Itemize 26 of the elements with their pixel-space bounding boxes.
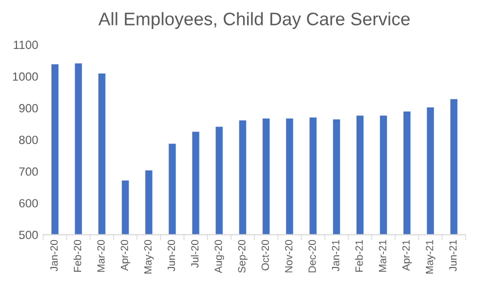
x-tick-label: Apr-21 xyxy=(402,240,412,271)
y-tick-label: 700 xyxy=(19,167,38,176)
y-tick-label: 600 xyxy=(19,199,38,208)
x-tick-label: May-20 xyxy=(144,240,154,274)
x-tick-label: May-21 xyxy=(426,240,436,274)
y-tick-label: 800 xyxy=(19,136,38,144)
x-tick-label: Dec-20 xyxy=(308,240,316,272)
x-tick-label: Sep-20 xyxy=(238,240,248,273)
x-tick-label: Jun-21 xyxy=(449,240,457,272)
x-tick-label: Jan-20 xyxy=(50,240,58,272)
y-tick-label: 500 xyxy=(19,230,38,240)
x-tick-label: Nov-20 xyxy=(285,240,292,272)
x-tick-label: Mar-21 xyxy=(378,240,386,272)
x-tick-label: Apr-20 xyxy=(120,240,130,271)
y-tick-label: 1000 xyxy=(12,72,38,81)
x-tick-label: Jun-20 xyxy=(168,240,176,272)
x-tick-label: Feb-20 xyxy=(74,240,82,272)
x-tick-label: Feb-21 xyxy=(355,240,363,272)
y-tick-label: 900 xyxy=(19,104,38,112)
x-tick-label: Aug-20 xyxy=(214,240,224,274)
y-tick-label: 1100 xyxy=(14,40,38,50)
chart-title: All Employees, Child Day Care Service xyxy=(98,12,410,29)
x-tick-label: Oct-20 xyxy=(262,240,269,270)
x-tick-label: Jan-21 xyxy=(332,240,340,272)
x-tick-label: Mar-20 xyxy=(97,240,105,272)
x-tick-label: Jul-20 xyxy=(190,240,199,268)
